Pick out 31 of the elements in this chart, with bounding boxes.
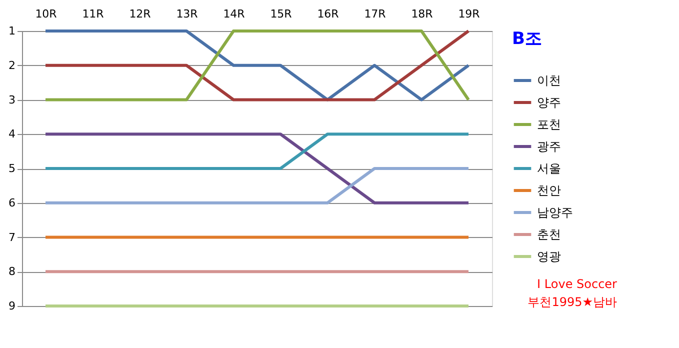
legend-label: 양주 [537,96,561,110]
legend-label: 남양주 [537,206,573,220]
y-tick-label: 6 [8,196,16,210]
text: 부천1995★남바 [528,295,617,309]
text: I Love Soccer [537,277,618,291]
x-tick-label: 18R [411,8,434,20]
legend-label: 서울 [537,162,561,176]
x-tick-label: 19R [458,8,480,20]
legend-label: 포천 [537,118,561,132]
x-tick-label: 16R [317,8,340,20]
text: B조 [512,29,542,49]
legend-label: 춘천 [537,228,561,242]
x-tick-label: 13R [176,8,198,20]
y-tick-label: 8 [8,265,16,278]
x-tick-label: 14R [223,8,246,20]
legend-label: 이천 [537,74,561,88]
legend-label: 영광 [537,250,561,264]
y-tick-label: 1 [8,24,16,38]
x-tick-label: 17R [364,8,386,20]
x-tick-label: 11R [82,8,104,20]
x-tick-label: 15R [270,8,292,20]
y-tick-label: 7 [8,230,16,244]
x-tick-label: 10R [35,8,58,20]
y-tick-label: 9 [8,300,16,312]
y-tick-label: 3 [8,93,16,106]
y-tick-label: 4 [8,128,16,141]
legend-label: 광주 [537,140,561,154]
legend-label: 천안 [537,184,561,198]
x-tick-label: 12R [129,8,152,20]
y-tick-label: 5 [8,162,16,175]
y-tick-label: 2 [8,58,16,72]
